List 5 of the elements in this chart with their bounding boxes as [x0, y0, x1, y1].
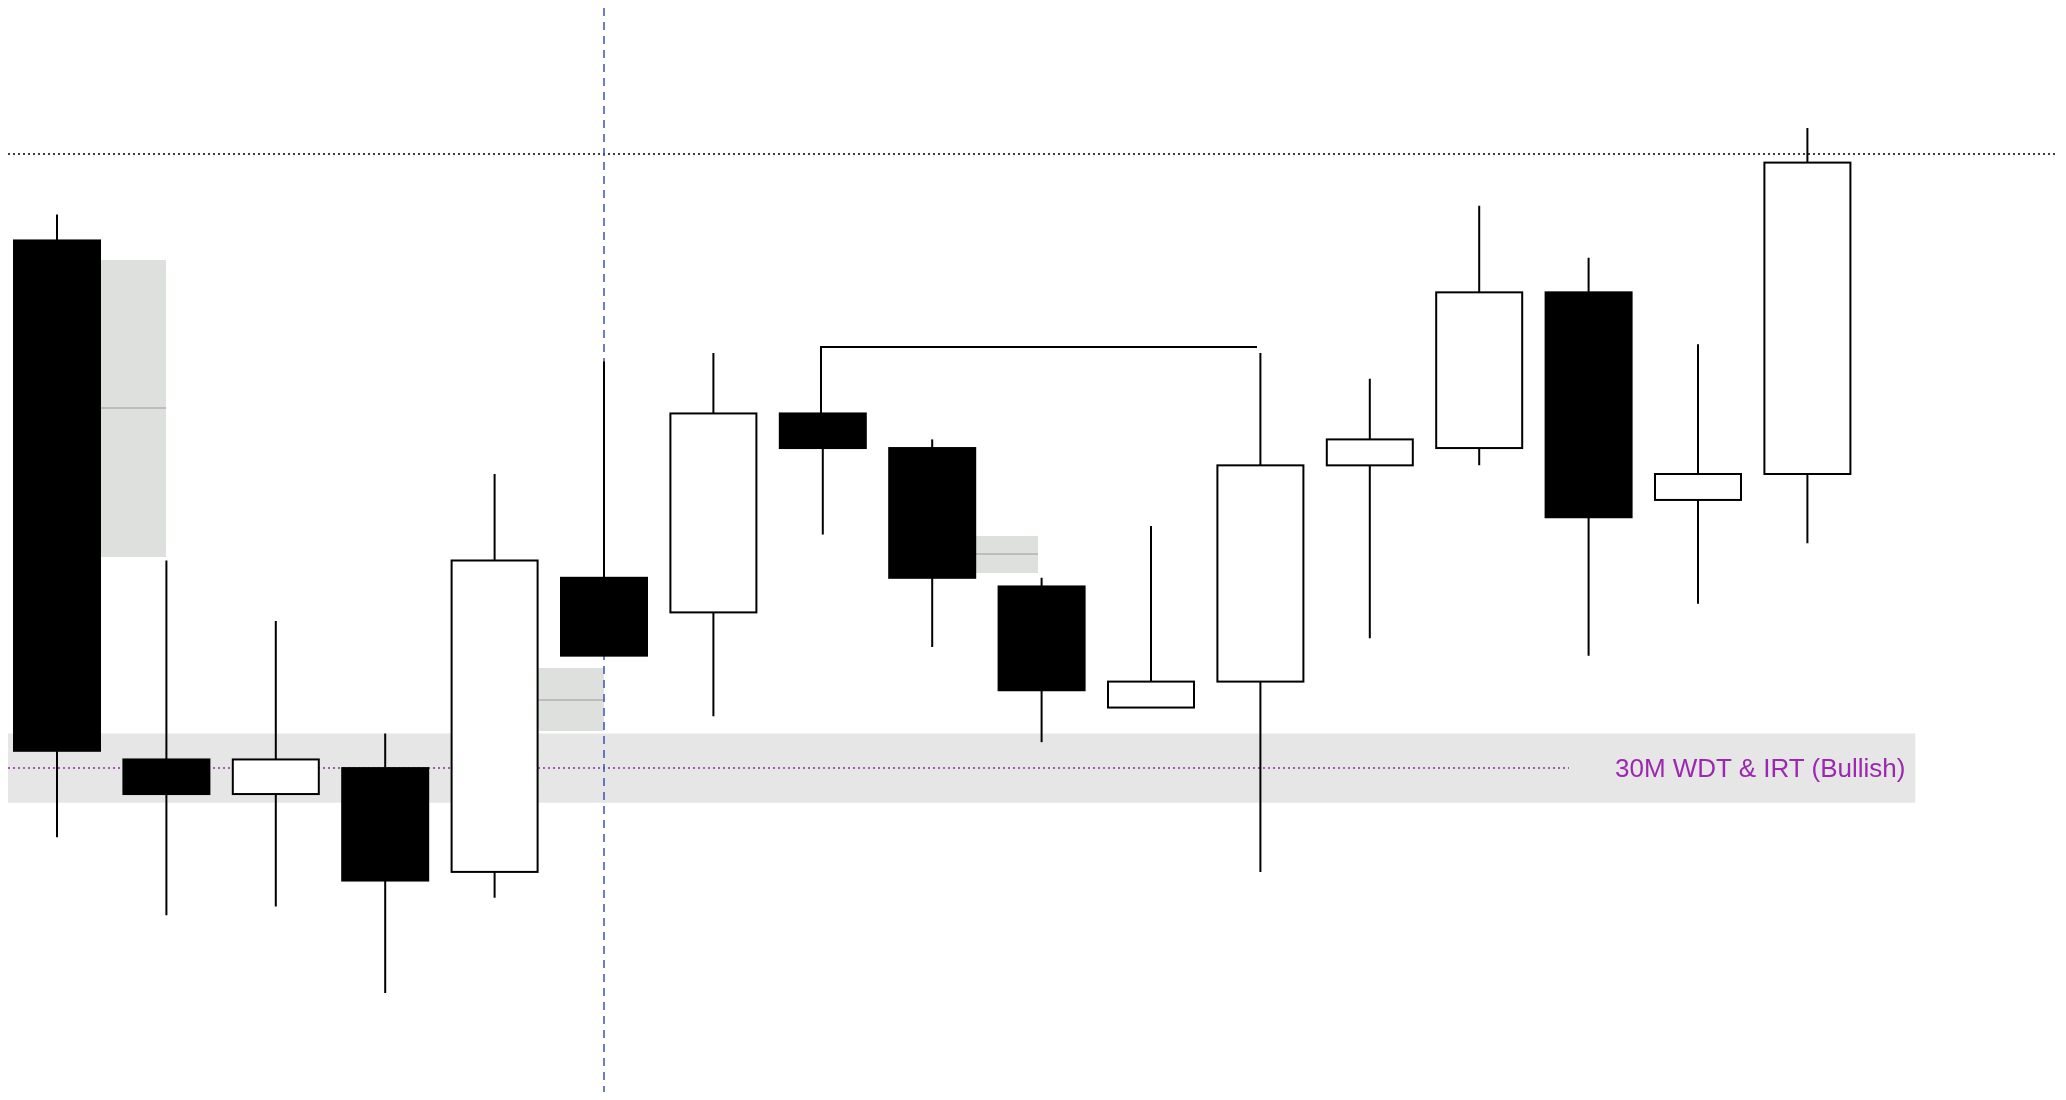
- candlestick: [122, 559, 211, 917]
- candlestick: [1325, 377, 1414, 640]
- ref-line-label: 30M WDT & IRT (Bullish): [1614, 753, 1906, 784]
- candlestick: [1654, 343, 1742, 605]
- candlestick: [231, 620, 320, 908]
